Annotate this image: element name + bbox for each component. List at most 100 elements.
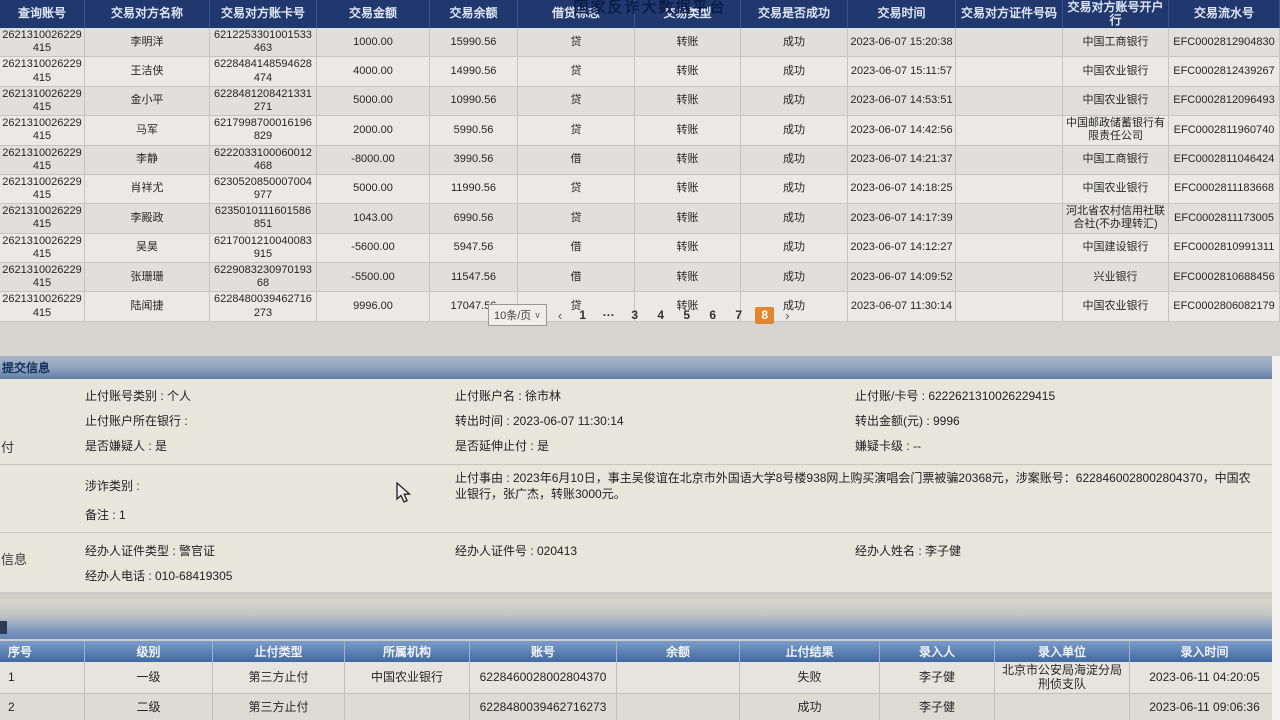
table-cell: 中国建设银行 xyxy=(1063,233,1169,263)
table-cell: 2023-06-07 15:20:38 xyxy=(848,28,956,58)
page-button-3[interactable]: 3 xyxy=(631,308,639,322)
table-row[interactable]: 2621310026229415 马军 6217998700016196829 200… xyxy=(0,116,1280,146)
table-row[interactable]: 2621310026229415 金小平 6228481208421331271 50… xyxy=(0,86,1280,117)
table-cell: 3990.56 xyxy=(430,145,518,175)
field-operator-phone: 经办人电话 : 010-68419305 xyxy=(85,568,233,583)
page-button-6[interactable]: 6 xyxy=(709,308,717,322)
next-page-button[interactable]: › xyxy=(785,307,790,323)
field-stop-card-number: 止付账/卡号 : 6222621310026229415 xyxy=(855,389,1056,404)
table-cell: 马军 xyxy=(85,116,210,146)
table-cell: 2023-06-07 14:21:37 xyxy=(848,145,956,175)
submit-info-header-bar: 提交信息 xyxy=(0,356,1280,379)
table-cell: 成功 xyxy=(741,263,848,293)
table-cell: 第三方止付 xyxy=(213,662,345,694)
stop-records-table-header: 序号 级别 止付类型 所属机构 账号 余额 止付结果 录入人 录入单位 录入时间 xyxy=(0,641,1280,662)
transactions-table: 国家反诈大数据平台 查询账号 交易对方名称 交易对方账卡号 交易金额 交易余额 借贷标志交… xyxy=(0,0,1280,322)
table-row[interactable]: 2621310026229415 李静 6222033100060012468 -80… xyxy=(0,145,1280,175)
stop-records-table-body: 1 一级 第三方止付 中国农业银行 6228460028002804370 失败 李子健 北京… xyxy=(0,662,1280,720)
table-cell: 2023-06-07 15:11:57 xyxy=(848,57,956,87)
column-header: 交易对方账卡号 xyxy=(210,0,317,28)
field-stop-account-bank: 止付账户所在银行 : xyxy=(85,414,188,429)
table-cell: 2621310026229415 xyxy=(0,174,85,205)
page-button-7[interactable]: 7 xyxy=(735,308,743,322)
table-row[interactable]: 2621310026229415 肖祥尤 6230520850007004977 50… xyxy=(0,174,1280,205)
table-cell: EFC0002811183668 xyxy=(1169,174,1280,205)
table-row[interactable]: 2621310026229415 陆闻捷 6228480039462716273 99… xyxy=(0,292,1280,322)
table-cell: 2621310026229415 xyxy=(0,292,85,322)
table-cell: 中国农业银行 xyxy=(1063,57,1169,87)
table-row[interactable]: 2621310026229415 李殿政 6235010111601586851 10… xyxy=(0,204,1280,234)
table-cell: 6228484148594628474 xyxy=(210,57,317,87)
table-cell: 2023-06-07 14:09:52 xyxy=(848,263,956,293)
field-stop-reason: 止付事由 : 2023年6月10日，事主吴俊谊在北京市外国语大学8号楼938网上… xyxy=(455,471,1251,502)
table-row[interactable]: 2621310026229415 王洁侠 6228484148594628474 40… xyxy=(0,57,1280,87)
table-cell: 2621310026229415 xyxy=(0,263,85,293)
table-cell: 转账 xyxy=(635,86,741,117)
table-cell: 金小平 xyxy=(85,86,210,117)
table-cell: 6228480039462716273 xyxy=(210,292,317,322)
column-header: 序号 xyxy=(0,641,85,662)
table-row[interactable]: 2 二级 第三方止付 6228480039462716273 成功 李子健 2023-06-… xyxy=(0,693,1280,720)
submit-info-title: 提交信息 xyxy=(2,361,51,375)
table-cell: 转账 xyxy=(635,57,741,87)
page-button-4[interactable]: 4 xyxy=(657,308,665,322)
column-header: 交易对方证件号码 xyxy=(956,0,1063,28)
table-cell: 2023-06-07 14:12:27 xyxy=(848,233,956,263)
column-header: 录入单位 xyxy=(995,641,1130,662)
table-cell: 2621310026229415 xyxy=(0,233,85,263)
page-button-8[interactable]: 8 xyxy=(755,306,775,324)
table-cell: 北京市公安局海淀分局刑侦支队 xyxy=(995,662,1130,694)
table-cell: 2023-06-07 14:17:39 xyxy=(848,204,956,234)
column-header: 交易时间 xyxy=(848,0,956,28)
table-cell: 成功 xyxy=(741,174,848,205)
page-size-select[interactable]: 10条/页 ∨ xyxy=(488,304,547,326)
table-cell: 2621310026229415 xyxy=(0,86,85,117)
table-cell: 一级 xyxy=(85,662,213,694)
field-row: 经办人电话 : 010-68419305 xyxy=(85,563,1270,588)
table-cell: 1000.00 xyxy=(317,28,430,58)
table-cell: 陆闻捷 xyxy=(85,292,210,322)
table-cell: 中国工商银行 xyxy=(1063,28,1169,58)
table-cell: 1043.00 xyxy=(317,204,430,234)
table-cell: 4000.00 xyxy=(317,57,430,87)
table-cell: 2621310026229415 xyxy=(0,116,85,146)
field-operator-id-number: 经办人证件号 : 020413 xyxy=(455,543,578,558)
table-cell xyxy=(956,204,1063,234)
page-button-5[interactable]: 5 xyxy=(683,308,691,322)
prev-page-button[interactable]: ‹ xyxy=(557,307,563,323)
table-cell: 李明洋 xyxy=(85,28,210,58)
table-row[interactable]: 2621310026229415 吴昊 6217001210040083915 -56… xyxy=(0,233,1280,263)
page-button-1[interactable]: 1 xyxy=(579,308,587,322)
table-row[interactable]: 2621310026229415 张珊珊 622908323097019368 -55… xyxy=(0,263,1280,293)
table-cell xyxy=(956,28,1063,58)
table-cell: -8000.00 xyxy=(317,145,430,175)
table-cell xyxy=(956,86,1063,117)
table-row[interactable]: 2621310026229415 李明洋 6212253301001533463 10… xyxy=(0,28,1280,58)
table-cell: 成功 xyxy=(741,57,848,87)
field-row: 涉诈类别 : 止付事由 : 2023年6月10日，事主吴俊谊在北京市外国语大学8… xyxy=(85,470,1270,502)
table-row[interactable]: 1 一级 第三方止付 中国农业银行 6228460028002804370 失败 李子健 北京… xyxy=(0,662,1280,694)
table-cell: 5000.00 xyxy=(317,86,430,117)
table-cell: 借 xyxy=(518,233,635,263)
table-cell: 5000.00 xyxy=(317,174,430,205)
table-cell xyxy=(617,693,740,720)
column-header: 录入时间 xyxy=(1130,641,1280,662)
table-cell: 6230520850007004977 xyxy=(210,174,317,205)
table-cell: 借 xyxy=(518,263,635,293)
table-cell: 2023-06-07 14:42:56 xyxy=(848,116,956,146)
column-header: 交易余额 xyxy=(430,0,518,28)
field-stop-account-name: 止付账户名 : 徐市林 xyxy=(455,389,562,404)
page-list: 1 ··· 3 4 5 6 7 8 xyxy=(573,306,775,324)
table-cell: 中国农业银行 xyxy=(1063,86,1169,117)
table-cell: 贷 xyxy=(518,292,635,322)
field-transfer-out-amount: 转出金额(元) : 9996 xyxy=(855,414,960,429)
table-cell: 转账 xyxy=(635,174,741,205)
table-cell: 成功 xyxy=(741,204,848,234)
table-cell: 14990.56 xyxy=(430,57,518,87)
table-cell: 河北省农村信用社联合社(不办理转汇) xyxy=(1063,204,1169,234)
table-cell: 9996.00 xyxy=(317,292,430,322)
table-cell: EFC0002812439267 xyxy=(1169,57,1280,87)
table-cell: 失败 xyxy=(740,662,880,694)
table-cell: 成功 xyxy=(741,233,848,263)
column-header: 借贷标志 xyxy=(518,0,635,28)
